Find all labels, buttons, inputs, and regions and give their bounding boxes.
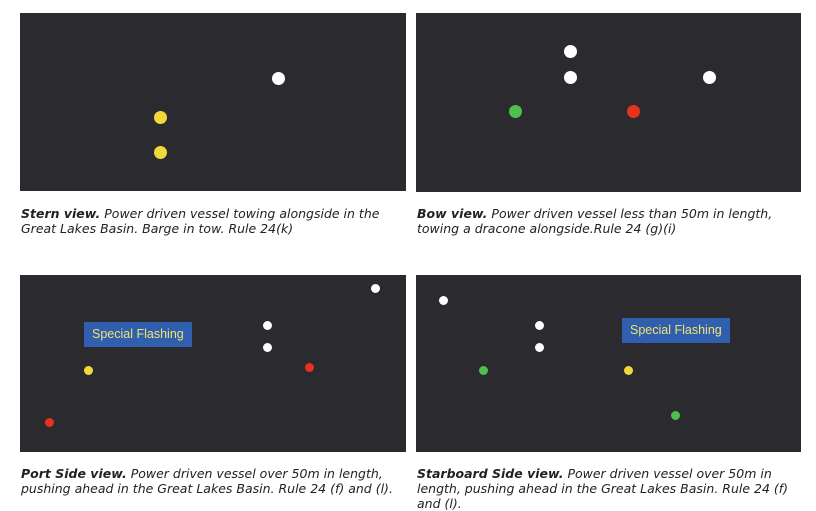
yellow-light (84, 366, 93, 375)
white-light-upper (564, 45, 577, 58)
white-light-masthead (439, 296, 448, 305)
white-light-lower (263, 343, 272, 352)
red-light (627, 105, 640, 118)
white-light-upper (535, 321, 544, 330)
caption-text: Power driven vessel over 50m in length, … (21, 466, 393, 496)
white-light-lower (564, 71, 577, 84)
caption-text: Power driven vessel less than 50m in len… (417, 206, 773, 236)
caption-title: Port Side view. (21, 466, 127, 481)
caption-title: Stern view. (21, 206, 101, 221)
port-side-view-caption: Port Side view. Power driven vessel over… (21, 466, 413, 496)
green-light (509, 105, 522, 118)
caption-text: Power driven vessel towing alongside in … (21, 206, 380, 236)
green-light-upper (479, 366, 488, 375)
port-side-view-panel: Special Flashing (20, 275, 406, 452)
white-light-masthead (371, 284, 380, 293)
caption-title: Starboard Side view. (417, 466, 564, 481)
red-light-upper (305, 363, 314, 372)
white-light-right (703, 71, 716, 84)
yellow-light-upper (154, 111, 167, 124)
caption-title: Bow view. (417, 206, 488, 221)
bow-view-panel (416, 13, 801, 192)
white-light (272, 72, 285, 85)
stern-view-panel (20, 13, 406, 191)
stern-view-caption: Stern view. Power driven vessel towing a… (21, 206, 413, 236)
caption-text: Power driven vessel over 50m in length, … (417, 466, 789, 511)
yellow-light-lower (154, 146, 167, 159)
red-light-lower (45, 418, 54, 427)
special-flashing-badge: Special Flashing (622, 318, 730, 343)
starboard-side-view-caption: Starboard Side view. Power driven vessel… (417, 466, 809, 511)
special-flashing-badge: Special Flashing (84, 322, 192, 347)
green-light-lower (671, 411, 680, 420)
white-light-lower (535, 343, 544, 352)
white-light-upper (263, 321, 272, 330)
starboard-side-view-panel: Special Flashing (416, 275, 801, 452)
bow-view-caption: Bow view. Power driven vessel less than … (417, 206, 809, 236)
yellow-light (624, 366, 633, 375)
